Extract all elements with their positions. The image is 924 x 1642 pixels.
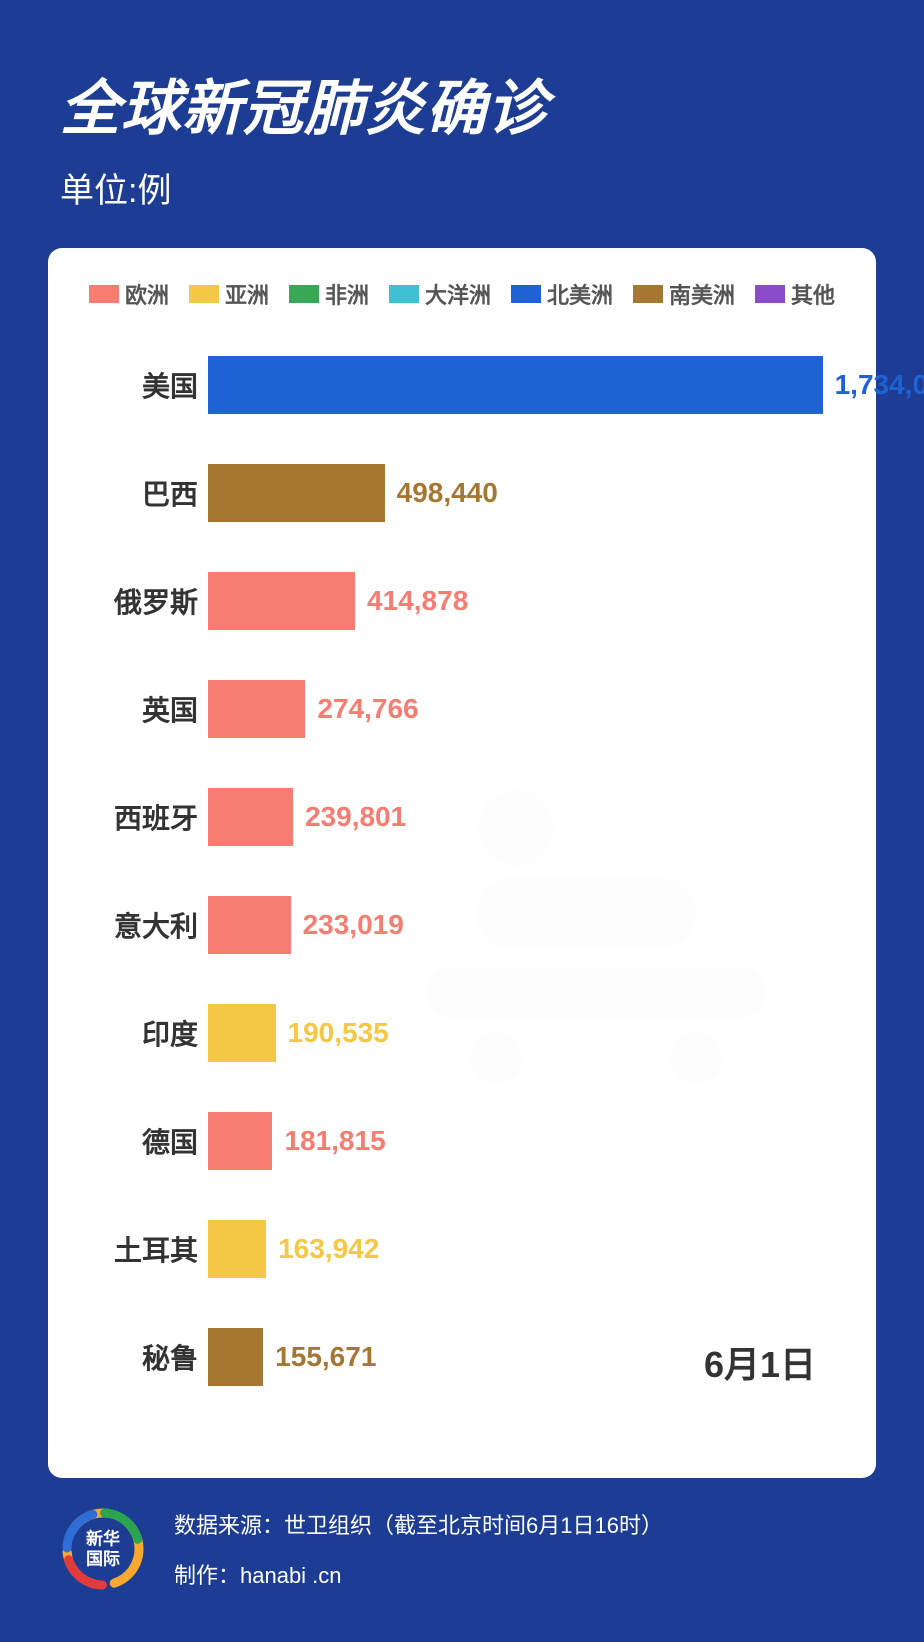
bar-track: 274,766 [208,680,846,738]
legend-item: 其他 [755,278,835,310]
legend-swatch [755,285,785,303]
bar-track: 239,801 [208,788,846,846]
bar-row: 俄罗斯 414,878 [78,572,846,630]
page-bg: 全球新冠肺炎确诊 单位:例 欧洲亚洲非洲大洋洲北美洲南美洲其他 美国1,734,… [0,0,924,1642]
bar-fill [208,1328,263,1386]
bar-row: 美国1,734,040 [78,356,846,414]
bar-fill [208,896,291,954]
legend-swatch [633,285,663,303]
legend-item: 非洲 [289,278,369,310]
legend-label: 非洲 [325,278,369,310]
bar-row: 土耳其 163,942 [78,1220,846,1278]
bar-container: 美国1,734,040 巴西 498,440 俄罗斯 414,878 英国 274,766 西… [78,356,846,1386]
bar-label: 俄罗斯 [78,581,208,621]
bar-track: 163,942 [208,1220,846,1278]
legend-swatch [389,285,419,303]
bar-value: 155,671 [275,1341,376,1373]
bar-label: 西班牙 [78,797,208,837]
bar-label: 英国 [78,689,208,729]
bar-fill [208,356,823,414]
legend-item: 大洋洲 [389,278,491,310]
bar-label: 秘鲁 [78,1337,208,1377]
legend-label: 南美洲 [669,278,735,310]
bar-value: 414,878 [367,585,468,617]
legend-label: 大洋洲 [425,278,491,310]
legend-swatch [289,285,319,303]
footer-lines: 数据来源：世卫组织（截至北京时间6月1日16时） 制作：hanabi .cn [174,1508,663,1590]
legend-label: 亚洲 [225,278,269,310]
bar-label: 印度 [78,1013,208,1053]
source-line: 数据来源：世卫组织（截至北京时间6月1日16时） [174,1508,663,1540]
bar-label: 巴西 [78,473,208,513]
bar-label: 意大利 [78,905,208,945]
legend-label: 其他 [791,278,835,310]
logo-ring: 新华国际 [60,1506,146,1592]
legend-swatch [189,285,219,303]
bar-value: 498,440 [397,477,498,509]
legend-item: 北美洲 [511,278,613,310]
header: 全球新冠肺炎确诊 单位:例 [0,0,924,212]
bar-track: 498,440 [208,464,846,522]
logo-text: 新华国际 [86,1529,120,1568]
date-label: 6月1日 [704,1336,816,1388]
legend-item: 南美洲 [633,278,735,310]
bar-fill [208,464,385,522]
bar-value: 274,766 [317,693,418,725]
bar-fill [208,680,305,738]
bar-value: 233,019 [303,909,404,941]
bar-fill [208,1004,276,1062]
bar-label: 美国 [78,365,208,405]
legend-item: 亚洲 [189,278,269,310]
bar-row: 英国 274,766 [78,680,846,738]
bar-row: 巴西 498,440 [78,464,846,522]
bar-label: 德国 [78,1121,208,1161]
legend-swatch [511,285,541,303]
bar-track: 190,535 [208,1004,846,1062]
bar-row: 西班牙 239,801 [78,788,846,846]
bar-track: 233,019 [208,896,846,954]
bar-track: 414,878 [208,572,846,630]
chart-legend: 欧洲 亚洲 非洲 大洋洲 北美洲 南美洲 其他 [78,278,846,310]
bar-fill [208,1112,272,1170]
bar-track: 1,734,040 [208,356,846,414]
credit-line: 制作：hanabi .cn [174,1558,663,1590]
bar-fill [208,572,355,630]
bar-fill [208,1220,266,1278]
bar-row: 印度 190,535 [78,1004,846,1062]
footer: 新华国际 数据来源：世卫组织（截至北京时间6月1日16时） 制作：hanabi … [60,1506,864,1592]
bar-value: 190,535 [288,1017,389,1049]
legend-item: 欧洲 [89,278,169,310]
chart-card: 欧洲 亚洲 非洲 大洋洲 北美洲 南美洲 其他 美国1,734,040 巴西 498,440 俄罗… [48,248,876,1478]
page-subtitle: 单位:例 [60,163,924,212]
legend-label: 欧洲 [125,278,169,310]
legend-swatch [89,285,119,303]
bar-fill [208,788,293,846]
bar-value: 1,734,040 [835,369,924,401]
bar-track: 181,815 [208,1112,846,1170]
bar-value: 181,815 [284,1125,385,1157]
bar-row: 意大利 233,019 [78,896,846,954]
legend-label: 北美洲 [547,278,613,310]
bar-label: 土耳其 [78,1229,208,1269]
bar-value: 239,801 [305,801,406,833]
bar-value: 163,942 [278,1233,379,1265]
page-title: 全球新冠肺炎确诊 [60,60,924,147]
bar-row: 德国 181,815 [78,1112,846,1170]
